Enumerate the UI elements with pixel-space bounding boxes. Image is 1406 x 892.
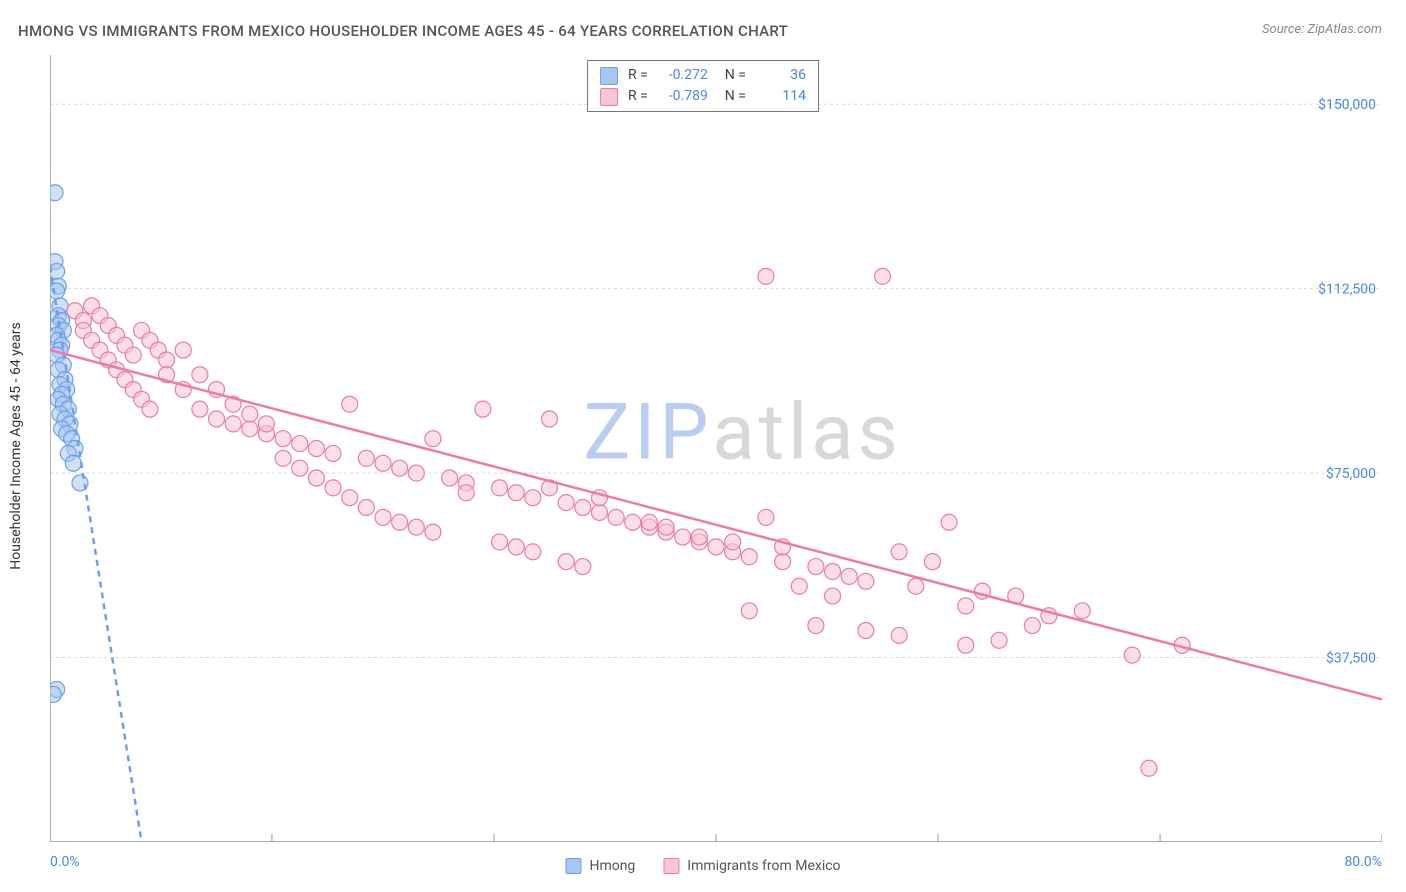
svg-text:$37,500: $37,500 <box>1326 650 1376 667</box>
scatter-chart: $37,500 $75,000 $112,500 $150,000 <box>50 55 1382 842</box>
hmong-swatch <box>600 67 618 85</box>
source-attribution: Source: ZipAtlas.com <box>1262 22 1382 37</box>
svg-text:$112,500: $112,500 <box>1318 281 1376 298</box>
mexico-swatch-icon <box>663 858 679 874</box>
svg-text:$75,000: $75,000 <box>1326 465 1376 482</box>
legend-item-mexico: Immigrants from Mexico <box>663 858 840 874</box>
svg-text:$150,000: $150,000 <box>1318 96 1376 113</box>
mexico-swatch <box>600 88 618 106</box>
stats-row-mexico: R = -0.789 N = 114 <box>600 86 806 107</box>
r-value-mexico: -0.789 <box>658 86 708 107</box>
legend-item-hmong: Hmong <box>565 858 635 874</box>
r-label: R = <box>628 86 648 107</box>
r-label: R = <box>628 65 648 86</box>
chart-title: HMONG VS IMMIGRANTS FROM MEXICO HOUSEHOL… <box>18 22 788 40</box>
bottom-legend: Hmong Immigrants from Mexico <box>565 858 840 874</box>
chart-container: HMONG VS IMMIGRANTS FROM MEXICO HOUSEHOL… <box>0 0 1406 892</box>
stats-row-hmong: R = -0.272 N = 36 <box>600 65 806 86</box>
r-value-hmong: -0.272 <box>658 65 708 86</box>
legend-label-hmong: Hmong <box>589 858 635 874</box>
n-value-mexico: 114 <box>756 86 806 107</box>
stats-legend: R = -0.272 N = 36 R = -0.789 N = 114 <box>587 60 819 112</box>
x-axis-max: 80.0% <box>1344 854 1382 870</box>
legend-label-mexico: Immigrants from Mexico <box>687 858 840 874</box>
plot-area: $37,500$75,000$112,500$150,000 ZIPatlas <box>50 55 1382 842</box>
hmong-swatch-icon <box>565 858 581 874</box>
y-axis-label: Householder Income Ages 45 - 64 years <box>8 322 24 569</box>
x-axis-min: 0.0% <box>50 854 80 870</box>
n-value-hmong: 36 <box>756 65 806 86</box>
n-label: N = <box>718 86 746 107</box>
n-label: N = <box>718 65 746 86</box>
